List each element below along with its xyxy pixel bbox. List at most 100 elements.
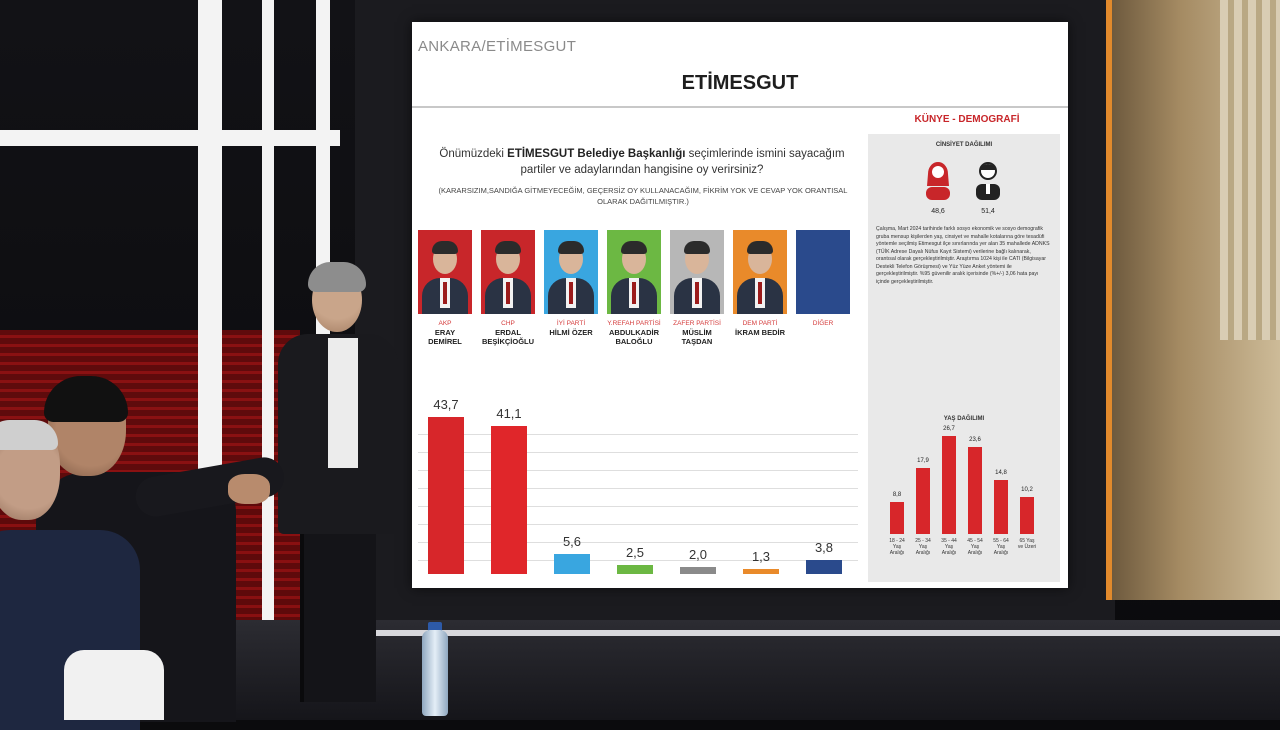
male-icon <box>976 162 1000 200</box>
age-category-label: 45 - 54 Yaş Aralığı <box>967 538 983 556</box>
age-bar <box>994 479 1008 534</box>
slide-title: ETİMESGUT <box>681 72 799 94</box>
vote-bar <box>806 560 842 574</box>
candidate-party: Y.REFAH PARTİSİ <box>607 320 661 327</box>
age-bar <box>916 468 930 534</box>
demographics-panel: CİNSİYET DAĞILIMI 48,6 51,4 Çalışma, Mar… <box>868 134 1060 582</box>
candidate-party: DEM PARTİ <box>742 320 778 327</box>
female-share: 48,6 <box>931 208 945 215</box>
age-bar <box>968 447 982 534</box>
gridline <box>418 506 858 507</box>
white-chair <box>64 650 164 720</box>
photo-hair <box>432 241 458 254</box>
candidate-card: Y.REFAH PARTİSİ ABDULKADİR BALOĞLU <box>607 230 661 346</box>
pointing-hand <box>228 474 270 504</box>
age-bar <box>942 436 956 534</box>
question-prefix: Önümüzdeki <box>439 148 508 160</box>
candidate-party: CHP <box>501 320 515 327</box>
candidate-party: AKP <box>438 320 452 327</box>
candidate-card: DEM PARTİ İKRAM BEDİR <box>733 230 787 337</box>
vote-bar <box>491 426 527 574</box>
vote-bar <box>680 566 716 574</box>
party-color-box <box>796 230 850 314</box>
candidate-party: İYİ PARTİ <box>556 320 586 327</box>
gridline <box>418 524 858 525</box>
orange-light-strip <box>1106 0 1114 600</box>
gridline <box>418 452 858 453</box>
photo-tie <box>506 282 510 304</box>
age-value-label: 26,7 <box>943 426 955 433</box>
gridline <box>418 560 858 561</box>
vote-bar <box>554 553 590 574</box>
candidate-card: DİĞER <box>796 230 850 328</box>
age-value-label: 10,2 <box>1021 486 1033 493</box>
candidate-party: DİĞER <box>812 320 834 327</box>
drape-pattern <box>1220 0 1280 340</box>
photo-tie <box>695 282 699 304</box>
candidate-name: ERDAL BEŞİKÇİOĞLU <box>481 328 535 346</box>
presenter-hair <box>308 262 366 292</box>
right-wall <box>1112 0 1280 600</box>
age-category-label: 35 - 44 Yaş Aralığı <box>941 538 957 556</box>
male-share: 51,4 <box>981 208 995 215</box>
age-category-label: 18 - 24 Yaş Aralığı <box>889 538 905 556</box>
age-chart-title: YAŞ DAĞILIMI <box>943 416 985 422</box>
gridline <box>418 470 858 471</box>
question-suffix: seçimlerinde ismini sayacağım partiler v… <box>520 148 845 176</box>
age-value-label: 14,8 <box>995 469 1007 476</box>
candidate-name: İKRAM BEDİR <box>735 328 785 337</box>
candidate-photo <box>544 230 598 314</box>
guest-hair <box>44 376 128 422</box>
candidate-photo <box>607 230 661 314</box>
age-bar <box>1020 496 1034 534</box>
candidate-photo <box>481 230 535 314</box>
female-icon <box>926 162 950 200</box>
vote-bar <box>617 565 653 574</box>
candidate-card: ZAFER PARTİSİ MÜSLİM TAŞDAN <box>670 230 724 346</box>
candidate-photo <box>670 230 724 314</box>
photo-hair <box>558 241 584 254</box>
candidate-card: CHP ERDAL BEŞİKÇİOĞLU <box>481 230 535 346</box>
title-divider <box>412 106 1068 108</box>
question-emphasis: ETİMESGUT Belediye Başkanlığı <box>507 148 686 160</box>
methodology-text: Çalışma, Mart 2024 tarihinde farklı sosy… <box>876 226 1050 285</box>
presenter-legs <box>300 532 376 702</box>
candidate-photo <box>418 230 472 314</box>
vote-value-label: 5,6 <box>562 533 582 549</box>
photo-tie <box>569 282 573 304</box>
age-bar <box>890 501 904 534</box>
gender-title: CİNSİYET DAĞILIMI <box>935 142 993 148</box>
vote-bar <box>743 569 779 574</box>
photo-tie <box>758 282 762 304</box>
gridline <box>418 542 858 543</box>
vote-value-label: 43,7 <box>433 396 459 412</box>
vote-value-label: 1,3 <box>751 549 771 565</box>
desk-edge <box>360 630 1280 636</box>
presenter-shirt <box>328 338 358 468</box>
age-value-label: 8,8 <box>892 491 902 498</box>
poll-slide: ANKARA/ETİMESGUT ETİMESGUT Önümüzdeki ET… <box>412 22 1068 588</box>
age-category-label: 55 - 64 Yaş Aralığı <box>993 538 1009 556</box>
vote-value-label: 41,1 <box>496 406 522 422</box>
age-value-label: 23,6 <box>969 437 981 444</box>
poll-note: (KARARSIZIM,SANDIĞA GİTMEYECEĞİM, GEÇERS… <box>438 186 848 206</box>
age-category-label: 25 - 34 Yaş Aralığı <box>915 538 931 556</box>
candidate-card: İYİ PARTİ HİLMİ ÖZER <box>544 230 598 337</box>
gridline <box>418 434 858 435</box>
poll-question: Önümüzdeki ETİMESGUT Belediye Başkanlığı… <box>432 146 852 178</box>
photo-hair <box>747 241 773 254</box>
guest2-hair <box>0 420 58 450</box>
candidate-card: AKP ERAY DEMİREL <box>418 230 472 346</box>
gridline <box>418 488 858 489</box>
candidate-name: ERAY DEMİREL <box>428 328 462 346</box>
vote-value-label: 2,5 <box>625 545 645 560</box>
candidate-party: ZAFER PARTİSİ <box>673 320 721 327</box>
candidate-name: HİLMİ ÖZER <box>549 328 593 337</box>
presenter-figure <box>278 262 398 702</box>
candidate-name: MÜSLİM TAŞDAN <box>681 328 713 346</box>
studio-frame-beam <box>0 130 340 146</box>
vote-value-label: 2,0 <box>688 546 708 562</box>
water-bottle <box>422 630 448 716</box>
age-value-label: 17,9 <box>917 458 929 465</box>
age-category-label: 65 Yaş ve Üzeri <box>1017 538 1037 550</box>
